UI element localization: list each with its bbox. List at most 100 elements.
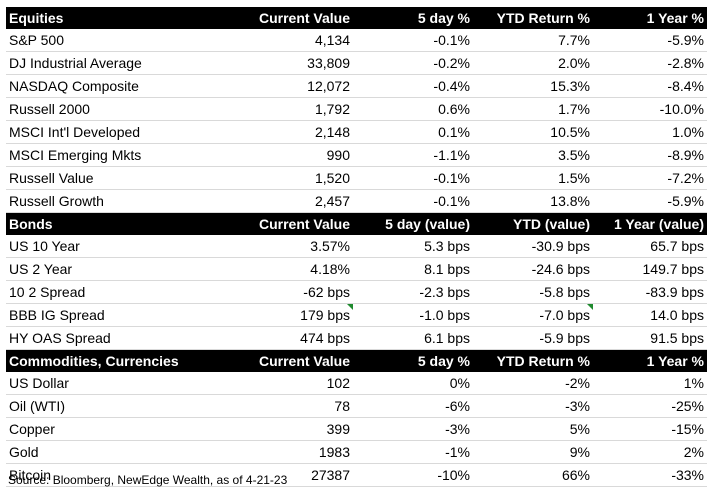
equities-header-3: YTD Return % bbox=[473, 7, 593, 29]
table-cell: 5.3 bps bbox=[353, 235, 473, 258]
table-cell: 2.0% bbox=[473, 51, 593, 75]
table-cell: -8.9% bbox=[593, 143, 707, 167]
table-cell: 0% bbox=[353, 372, 473, 395]
table-cell: -0.2% bbox=[353, 51, 473, 75]
table-cell: 13.8% bbox=[473, 189, 593, 213]
commodities-header-1: Current Value bbox=[233, 349, 353, 372]
table-cell: 33,809 bbox=[233, 51, 353, 75]
table-cell: 12,072 bbox=[233, 74, 353, 98]
table-cell: -0.4% bbox=[353, 74, 473, 98]
table-cell: 990 bbox=[233, 143, 353, 167]
row-label: S&P 500 bbox=[6, 29, 233, 52]
bonds-header-4: 1 Year (value) bbox=[593, 212, 707, 235]
table-cell: 399 bbox=[233, 417, 353, 441]
table-row: US Dollar 102 0% -2% 1% bbox=[6, 372, 707, 395]
table-cell: -7.0 bps bbox=[473, 303, 593, 327]
row-label: MSCI Emerging Mkts bbox=[6, 143, 233, 167]
table-cell: -15% bbox=[593, 417, 707, 441]
table-cell: 7.7% bbox=[473, 29, 593, 52]
table-cell: -5.9% bbox=[593, 29, 707, 52]
table-cell: -2.3 bps bbox=[353, 280, 473, 304]
table-row: Oil (WTI) 78 -6% -3% -25% bbox=[6, 394, 707, 418]
table-cell: 3.5% bbox=[473, 143, 593, 167]
bonds-header-row: Bonds Current Value 5 day (value) YTD (valu… bbox=[6, 212, 707, 235]
table-row: HY OAS Spread 474 bps 6.1 bps -5.9 bps 91.5 … bbox=[6, 326, 707, 350]
table-row: MSCI Emerging Mkts 990 -1.1% 3.5% -8.9% bbox=[6, 143, 707, 167]
commodities-header-0: Commodities, Currencies bbox=[6, 349, 233, 372]
bonds-header-2: 5 day (value) bbox=[353, 212, 473, 235]
source-note: Source: Bloomberg, NewEdge Wealth, as of… bbox=[8, 473, 288, 487]
table-row: US 2 Year 4.18% 8.1 bps -24.6 bps 149.7 bps bbox=[6, 257, 707, 281]
table-cell: 14.0 bps bbox=[593, 303, 707, 327]
table-cell: -0.1% bbox=[353, 189, 473, 213]
row-label: US 10 Year bbox=[6, 235, 233, 258]
table-cell: 27387 bbox=[233, 463, 353, 487]
table-cell: 2,457 bbox=[233, 189, 353, 213]
row-label: US 2 Year bbox=[6, 257, 233, 281]
commodities-header-row: Commodities, Currencies Current Value 5 da… bbox=[6, 349, 707, 372]
row-label: Oil (WTI) bbox=[6, 394, 233, 418]
row-label: HY OAS Spread bbox=[6, 326, 233, 350]
table-cell: 6.1 bps bbox=[353, 326, 473, 350]
table-row: S&P 500 4,134 -0.1% 7.7% -5.9% bbox=[6, 29, 707, 52]
table-row: 10 2 Spread -62 bps -2.3 bps -5.8 bps -83.9 … bbox=[6, 280, 707, 304]
table-cell: 78 bbox=[233, 394, 353, 418]
equities-header-4: 1 Year % bbox=[593, 7, 707, 29]
bonds-header-3: YTD (value) bbox=[473, 212, 593, 235]
row-label: Russell 2000 bbox=[6, 97, 233, 121]
commodities-header-3: YTD Return % bbox=[473, 349, 593, 372]
table-cell: -2% bbox=[473, 372, 593, 395]
row-label: US Dollar bbox=[6, 372, 233, 395]
table-cell: 91.5 bps bbox=[593, 326, 707, 350]
table-cell: 8.1 bps bbox=[353, 257, 473, 281]
table-cell: -83.9 bps bbox=[593, 280, 707, 304]
table-cell: 1.0% bbox=[593, 120, 707, 144]
table-cell: 3.57% bbox=[233, 235, 353, 258]
table-cell: 9% bbox=[473, 440, 593, 464]
table-cell: -10.0% bbox=[593, 97, 707, 121]
table-cell: 4.18% bbox=[233, 257, 353, 281]
table-cell: -3% bbox=[353, 417, 473, 441]
equities-header-1: Current Value bbox=[233, 7, 353, 29]
table-cell: -33% bbox=[593, 463, 707, 487]
row-label: Russell Growth bbox=[6, 189, 233, 213]
equities-header-2: 5 day % bbox=[353, 7, 473, 29]
table-cell: -5.9% bbox=[593, 189, 707, 213]
table-row: MSCI Int'l Developed 2,148 0.1% 10.5% 1.0% bbox=[6, 120, 707, 144]
table-cell: 0.6% bbox=[353, 97, 473, 121]
table-row: Russell Growth 2,457 -0.1% 13.8% -5.9% bbox=[6, 189, 707, 213]
table-cell: -1% bbox=[353, 440, 473, 464]
table-cell: 65.7 bps bbox=[593, 235, 707, 258]
row-label: DJ Industrial Average bbox=[6, 51, 233, 75]
table-row: Gold 1983 -1% 9% 2% bbox=[6, 440, 707, 464]
table-cell: 1,520 bbox=[233, 166, 353, 190]
row-label: Russell Value bbox=[6, 166, 233, 190]
row-label: MSCI Int'l Developed bbox=[6, 120, 233, 144]
table-cell: 1,792 bbox=[233, 97, 353, 121]
row-label: NASDAQ Composite bbox=[6, 74, 233, 98]
table-cell: -2.8% bbox=[593, 51, 707, 75]
table-row: BBB IG Spread 179 bps -1.0 bps -7.0 bps 14.0… bbox=[6, 303, 707, 327]
table-cell: 2,148 bbox=[233, 120, 353, 144]
table-cell: -5.8 bps bbox=[473, 280, 593, 304]
table-row: NASDAQ Composite 12,072 -0.4% 15.3% -8.4% bbox=[6, 74, 707, 98]
market-table: Equities Current Value 5 day % YTD Return %… bbox=[6, 7, 707, 487]
row-label: 10 2 Spread bbox=[6, 280, 233, 304]
table-cell: -5.9 bps bbox=[473, 326, 593, 350]
table-cell: 102 bbox=[233, 372, 353, 395]
row-label: Gold bbox=[6, 440, 233, 464]
table-row: Russell 2000 1,792 0.6% 1.7% -10.0% bbox=[6, 97, 707, 121]
commodities-header-2: 5 day % bbox=[353, 349, 473, 372]
table-cell: -8.4% bbox=[593, 74, 707, 98]
table-cell: -30.9 bps bbox=[473, 235, 593, 258]
table-cell: 15.3% bbox=[473, 74, 593, 98]
table-cell: -10% bbox=[353, 463, 473, 487]
table-cell: -6% bbox=[353, 394, 473, 418]
commodities-header-4: 1 Year % bbox=[593, 349, 707, 372]
table-row: US 10 Year 3.57% 5.3 bps -30.9 bps 65.7 bps bbox=[6, 235, 707, 258]
table-row: Bitcoin 27387 -10% 66% -33% bbox=[6, 463, 707, 487]
table-cell: 1983 bbox=[233, 440, 353, 464]
table-cell: -62 bps bbox=[233, 280, 353, 304]
table-cell: -7.2% bbox=[593, 166, 707, 190]
